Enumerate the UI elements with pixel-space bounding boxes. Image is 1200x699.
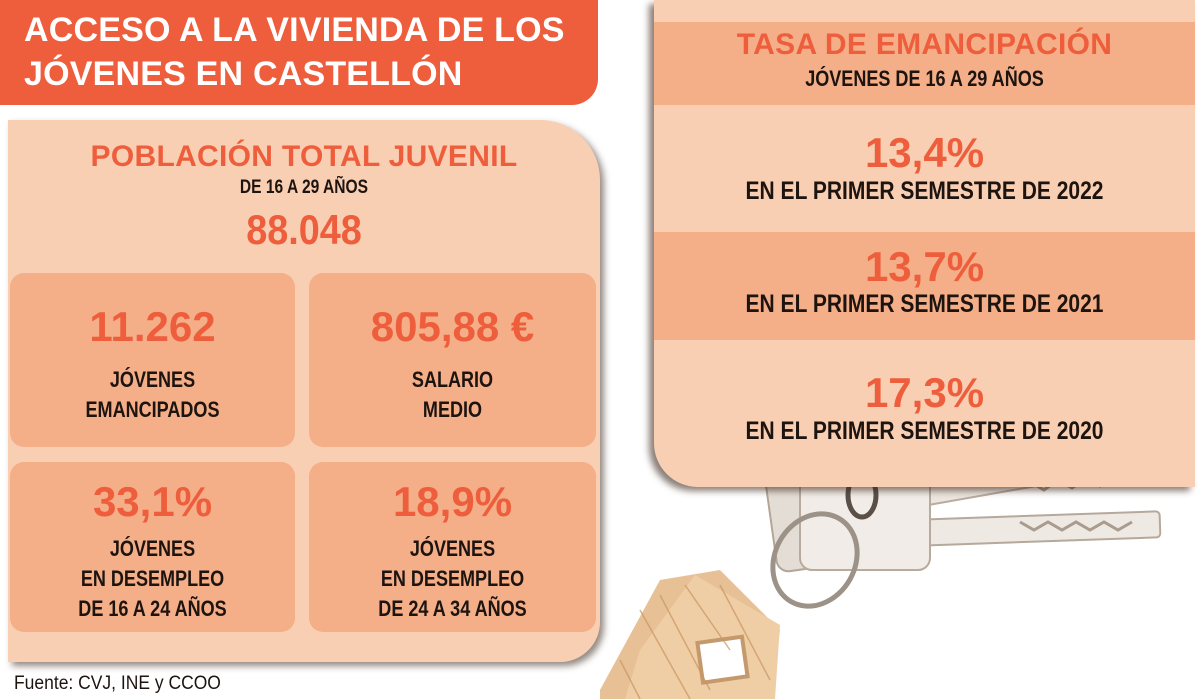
- rate-2022-value: 13,4%: [864, 129, 985, 176]
- emancipation-title: TASA DE EMANCIPACIÓN: [736, 28, 1113, 61]
- rate-2020-label: EN EL PRIMER SEMESTRE DE 2020: [745, 417, 1104, 445]
- emancipation-header-band: [654, 22, 1195, 105]
- emancipation-rate-panel: TASA DE EMANCIPACIÓN JÓVENES DE 16 A 29 …: [654, 0, 1195, 487]
- tile-value: 805,88 €: [370, 303, 535, 350]
- population-title: POBLACIÓN TOTAL JUVENIL: [90, 140, 518, 173]
- tile-unemployment-24-34: 18,9% JÓVENES EN DESEMPLEO DE 24 A 34 AÑ…: [309, 462, 596, 632]
- tile-average-salary: 805,88 € SALARIO MEDIO: [309, 273, 596, 447]
- tile-value: 33,1%: [92, 478, 213, 525]
- source-note: Fuente: CVJ, INE y CCOO: [14, 673, 221, 694]
- rate-2020-value: 17,3%: [864, 369, 985, 416]
- tile-value: 18,9%: [392, 478, 513, 525]
- tile-label: JÓVENES EMANCIPADOS: [85, 367, 220, 422]
- rate-2021-label: EN EL PRIMER SEMESTRE DE 2021: [745, 290, 1104, 318]
- youth-population-panel: POBLACIÓN TOTAL JUVENIL DE 16 A 29 AÑOS …: [8, 120, 600, 662]
- tile-value: 11.262: [89, 303, 216, 350]
- tile-emancipated-youth: 11.262 JÓVENES EMANCIPADOS: [10, 273, 295, 447]
- population-subtitle: DE 16 A 29 AÑOS: [239, 177, 369, 198]
- emancipation-subtitle: JÓVENES DE 16 A 29 AÑOS: [805, 66, 1044, 91]
- title-banner: ACCESO A LA VIVIENDA DE LOS JÓVENES EN C…: [0, 0, 598, 105]
- page-title: ACCESO A LA VIVIENDA DE LOS JÓVENES EN C…: [24, 11, 565, 93]
- rate-2022-label: EN EL PRIMER SEMESTRE DE 2022: [745, 177, 1104, 205]
- rate-2021-value: 13,7%: [864, 243, 985, 290]
- tile-label: SALARIO MEDIO: [411, 367, 494, 422]
- tile-unemployment-16-24: 33,1% JÓVENES EN DESEMPLEO DE 16 A 24 AÑ…: [10, 462, 295, 632]
- tile-label: JÓVENES EN DESEMPLEO DE 16 A 24 AÑOS: [78, 536, 227, 621]
- population-value: 88.048: [246, 206, 362, 253]
- tile-label: JÓVENES EN DESEMPLEO DE 24 A 34 AÑOS: [378, 536, 527, 621]
- rate-2021-band: [654, 232, 1195, 340]
